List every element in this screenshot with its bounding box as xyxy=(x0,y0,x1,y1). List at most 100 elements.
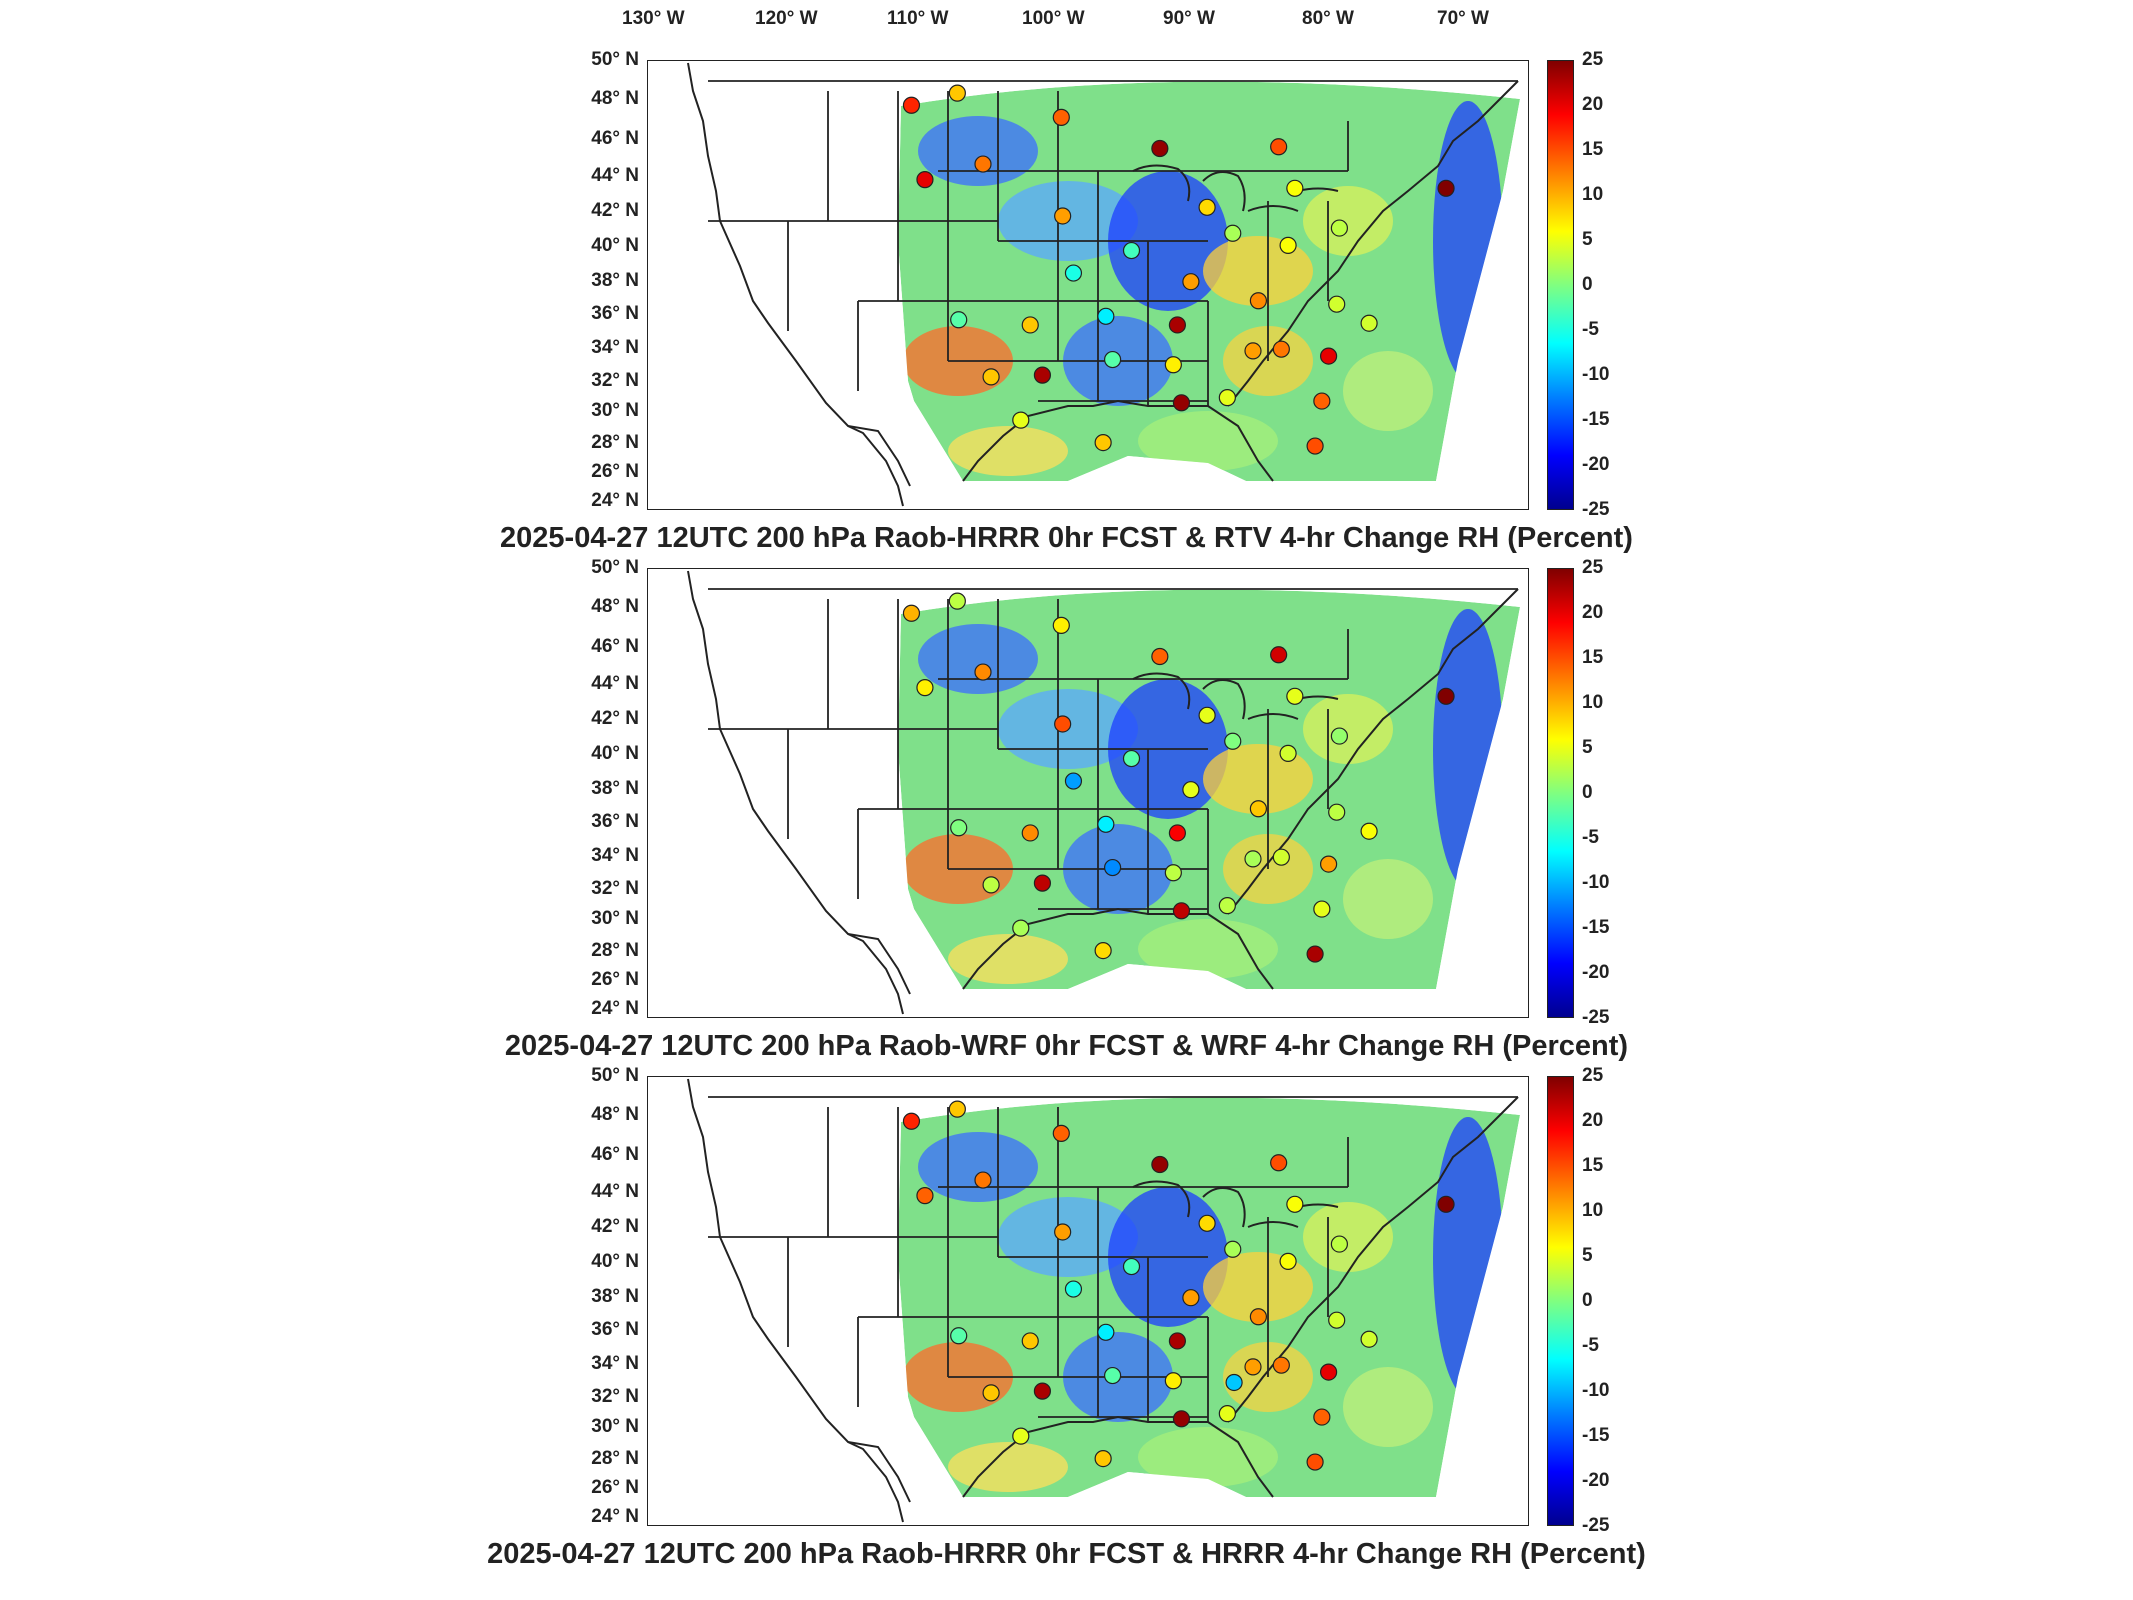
station-marker xyxy=(1328,295,1346,313)
latitude-label: 40° N xyxy=(591,235,639,256)
latitude-label: 42° N xyxy=(591,708,639,729)
station-marker xyxy=(1168,1332,1187,1350)
latitude-label: 48° N xyxy=(591,596,639,617)
station-marker xyxy=(1182,1289,1200,1307)
station-marker xyxy=(1182,273,1200,291)
latitude-label: 30° N xyxy=(591,400,639,421)
station-marker xyxy=(1012,1427,1030,1445)
station-marker xyxy=(1198,706,1216,724)
colorbar-tick: 20 xyxy=(1582,1110,1604,1131)
station-marker xyxy=(950,1327,968,1345)
colorbar-tick: 10 xyxy=(1582,184,1604,205)
station-marker xyxy=(1052,108,1070,126)
colorbar-tick: -20 xyxy=(1582,962,1610,983)
colorbar-tick: 20 xyxy=(1582,602,1604,623)
colorbar-tick: 15 xyxy=(1582,647,1604,668)
station-marker xyxy=(1270,138,1288,156)
coastline xyxy=(1132,672,1339,720)
latitude-label: 28° N xyxy=(591,940,639,961)
station-marker xyxy=(1151,647,1169,666)
station-marker xyxy=(1270,646,1288,664)
latitude-label: 46° N xyxy=(591,636,639,657)
latitude-label: 40° N xyxy=(591,1251,639,1272)
field-blob xyxy=(918,624,1038,694)
colorbar-tick: 0 xyxy=(1582,1290,1593,1311)
station-marker xyxy=(1172,394,1191,412)
station-marker xyxy=(1094,942,1112,960)
station-marker xyxy=(1064,1280,1083,1298)
field-blob xyxy=(1343,351,1433,431)
station-marker xyxy=(1286,179,1304,197)
station-marker xyxy=(1218,1405,1236,1423)
station-marker xyxy=(1313,392,1331,410)
station-marker xyxy=(1224,1240,1242,1258)
station-marker xyxy=(1021,824,1039,842)
station-marker xyxy=(1244,342,1262,360)
station-marker xyxy=(1330,1235,1349,1253)
station-marker xyxy=(1151,139,1169,158)
station-marker xyxy=(1437,179,1455,197)
field-blob xyxy=(918,1132,1038,1202)
station-marker xyxy=(1097,307,1115,325)
field-blob xyxy=(948,426,1068,476)
field-blob xyxy=(918,116,1038,186)
station-marker xyxy=(916,171,934,189)
station-marker xyxy=(974,663,992,681)
colorbar-tick: -20 xyxy=(1582,454,1610,475)
latitude-label: 32° N xyxy=(591,878,639,899)
station-marker xyxy=(1272,1356,1290,1374)
longitude-label: 110° W xyxy=(887,8,949,29)
station-marker xyxy=(1151,1155,1169,1174)
colorbar-tick: 15 xyxy=(1582,1155,1604,1176)
station-marker xyxy=(1054,715,1072,733)
station-marker xyxy=(1319,1363,1338,1381)
station-marker xyxy=(1224,224,1242,242)
field-blob xyxy=(1303,1202,1393,1272)
station-marker xyxy=(1249,292,1268,310)
field-blob xyxy=(1433,101,1503,381)
latitude-label: 40° N xyxy=(591,743,639,764)
latitude-label: 48° N xyxy=(591,1104,639,1125)
field-blob xyxy=(1138,411,1278,471)
station-marker xyxy=(982,1384,1000,1402)
field-blob xyxy=(1433,1117,1503,1397)
latitude-label: 24° N xyxy=(591,1506,639,1527)
longitude-label: 130° W xyxy=(622,8,685,29)
latitude-label: 26° N xyxy=(591,969,639,990)
station-marker xyxy=(1244,1358,1262,1376)
coastline xyxy=(687,570,911,995)
station-marker xyxy=(1094,434,1112,452)
field-blob xyxy=(948,934,1068,984)
map-boundaries xyxy=(687,570,1519,1015)
colorbar-tick: 25 xyxy=(1582,1065,1604,1086)
map-plot-area xyxy=(647,568,1529,1018)
longitude-label: 90° W xyxy=(1163,8,1215,29)
latitude-label: 32° N xyxy=(591,1386,639,1407)
rh-change-field xyxy=(898,1097,1520,1497)
latitude-label: 36° N xyxy=(591,1319,639,1340)
latitude-label: 36° N xyxy=(591,303,639,324)
coastline xyxy=(847,933,904,1015)
station-marker xyxy=(1279,236,1297,254)
colorbar xyxy=(1547,1076,1574,1526)
colorbar-tick: -25 xyxy=(1582,1515,1610,1536)
colorbar-tick: -10 xyxy=(1582,1380,1610,1401)
station-marker xyxy=(1064,772,1083,790)
station-marker xyxy=(1224,732,1242,750)
station-marker xyxy=(1094,1450,1112,1468)
station-marker xyxy=(1164,356,1182,374)
field-blob xyxy=(1343,859,1433,939)
station-marker xyxy=(1330,219,1349,237)
longitude-label: 100° W xyxy=(1022,8,1085,29)
colorbar xyxy=(1547,568,1574,1018)
station-marker xyxy=(1313,1408,1331,1426)
station-marker xyxy=(1033,874,1051,892)
station-marker xyxy=(1218,389,1236,407)
latitude-label: 34° N xyxy=(591,845,639,866)
station-marker xyxy=(902,96,921,114)
map-plot-area xyxy=(647,1076,1529,1526)
colorbar-tick: 25 xyxy=(1582,557,1604,578)
coastline xyxy=(847,1441,904,1523)
colorbar-tick: -10 xyxy=(1582,364,1610,385)
station-marker xyxy=(1313,900,1331,918)
